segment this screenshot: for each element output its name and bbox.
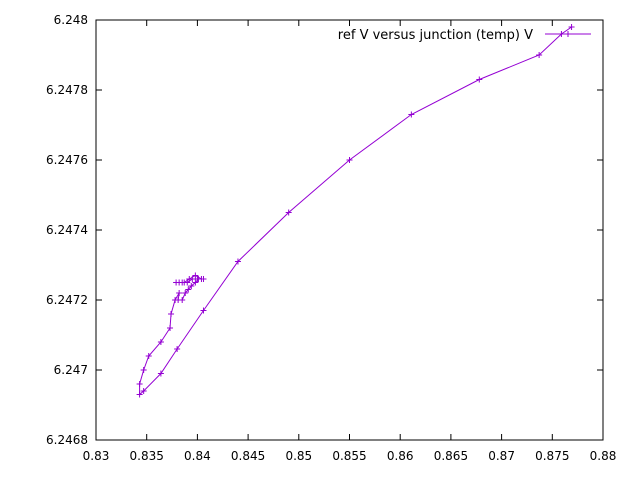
data-point	[234, 258, 241, 265]
data-point	[408, 111, 415, 118]
data-point	[168, 311, 175, 317]
data-point	[157, 370, 164, 377]
data-point	[136, 391, 143, 398]
data-point	[188, 283, 195, 289]
data-point	[140, 388, 147, 394]
data-point	[174, 346, 181, 352]
data-point	[140, 367, 147, 373]
data-point	[200, 276, 207, 282]
data-point	[167, 325, 174, 331]
data-point	[568, 24, 575, 30]
data-point	[145, 353, 152, 359]
y-tick-label: 6.2472	[46, 293, 88, 307]
legend-marker	[565, 31, 571, 37]
data-point	[189, 276, 196, 282]
y-tick-label: 6.2474	[46, 223, 88, 237]
data-point	[194, 276, 201, 282]
x-tick-label: 0.845	[231, 449, 265, 463]
data-point	[176, 290, 183, 296]
x-tick-label: 0.87	[488, 449, 515, 463]
y-tick-label: 6.248	[54, 13, 88, 27]
series-layer	[136, 24, 575, 398]
data-point	[192, 272, 199, 279]
x-tick-label: 0.865	[434, 449, 468, 463]
y-tick-label: 6.247	[54, 363, 88, 377]
data-point	[476, 76, 483, 83]
legend: ref V versus junction (temp) V	[338, 28, 591, 43]
y-tick-label: 6.2468	[46, 433, 88, 447]
y-tick-label: 6.2478	[46, 83, 88, 97]
data-point	[184, 279, 191, 286]
x-tick-label: 0.88	[590, 449, 617, 463]
x-tick-label: 0.83	[83, 449, 110, 463]
x-tick-label: 0.855	[332, 449, 366, 463]
data-point	[173, 279, 180, 286]
y-axis: 6.2468 6.247 6.2472 6.2474 6.2476 6.2478 6.248	[46, 13, 603, 447]
x-tick-label: 0.85	[285, 449, 312, 463]
y-tick-label: 6.2476	[46, 153, 88, 167]
series-line	[139, 26, 572, 396]
data-point	[536, 52, 543, 58]
x-tick-label: 0.835	[130, 449, 164, 463]
x-tick-label: 0.86	[387, 449, 414, 463]
legend-label: ref V versus junction (temp) V	[338, 28, 533, 43]
data-point	[182, 290, 189, 296]
data-point	[200, 307, 207, 314]
data-point	[179, 297, 186, 303]
data-point	[136, 381, 143, 387]
data-point	[192, 279, 199, 286]
data-point	[179, 279, 186, 286]
x-tick-label: 0.875	[535, 449, 569, 463]
data-point	[185, 286, 192, 293]
x-axis: 0.83 0.835 0.84 0.845 0.85 0.855 0.86 0.865 0.87…	[83, 20, 617, 463]
data-point	[157, 339, 164, 345]
data-point	[346, 157, 353, 163]
plot-border	[95, 19, 604, 441]
data-point	[285, 209, 292, 216]
x-tick-label: 0.84	[184, 449, 211, 463]
plot-frame	[95, 19, 604, 441]
